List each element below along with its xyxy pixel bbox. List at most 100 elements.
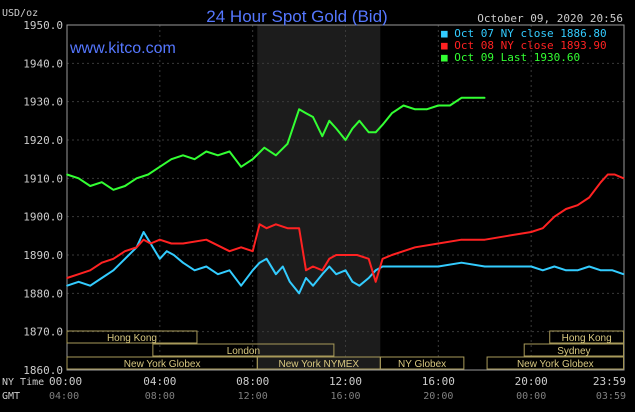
x-axis: 00:00 04:00 04:00 08:00 08:00 12:00 12:00 16:00…	[49, 375, 626, 402]
data-point	[588, 265, 590, 268]
data-point	[228, 250, 231, 252]
data-point	[374, 131, 377, 134]
data-point	[101, 181, 103, 183]
data-point	[149, 242, 152, 245]
session-label: New York NYMEX	[279, 359, 360, 370]
data-point	[367, 258, 370, 260]
ny-time-label: NY Time	[2, 377, 44, 388]
gmt-label: GMT	[2, 391, 20, 402]
series-lines	[66, 96, 625, 295]
data-point	[425, 108, 428, 111]
data-point	[437, 242, 440, 245]
data-point	[449, 104, 451, 107]
data-point	[402, 104, 405, 107]
data-point	[335, 273, 338, 275]
data-point	[240, 246, 242, 249]
data-point	[172, 254, 175, 256]
data-point	[275, 273, 277, 275]
y-tick-label: 1940.0	[23, 57, 63, 70]
x-tick-label-ny: 23:59	[593, 375, 626, 388]
data-point	[298, 227, 300, 229]
x-tick-label-ny: 04:00	[143, 375, 176, 388]
session-bar	[379, 356, 465, 370]
data-point	[193, 269, 196, 272]
data-point	[328, 265, 331, 268]
y-tick-label: 1870.0	[23, 326, 63, 339]
data-point	[460, 238, 463, 241]
data-point	[437, 104, 440, 107]
data-point	[606, 173, 609, 176]
y-axis: 1950.0 1940.0 1930.0 1920.0 1910.0 1900.0 1890…	[23, 19, 63, 377]
x-tick-label-gmt: 03:59	[596, 391, 626, 402]
data-point	[344, 269, 347, 272]
data-point	[217, 273, 219, 275]
data-point	[265, 258, 268, 260]
session-bar	[486, 356, 625, 370]
data-point	[541, 269, 544, 272]
data-point	[541, 227, 544, 229]
data-point	[483, 238, 486, 241]
data-point	[565, 269, 567, 272]
y-tick-label: 1890.0	[23, 249, 63, 262]
y-tick-label: 1920.0	[23, 134, 63, 147]
x-tick-label-gmt: 16:00	[330, 391, 360, 402]
data-point	[286, 143, 289, 145]
data-point	[170, 242, 173, 245]
plot-frame	[66, 24, 625, 371]
data-point	[479, 97, 481, 99]
data-point	[77, 281, 80, 283]
data-point	[374, 269, 377, 272]
data-point	[335, 127, 338, 130]
y-tick-label: 1930.0	[23, 96, 63, 109]
data-point	[460, 97, 463, 99]
session-bar	[66, 330, 198, 344]
data-point	[312, 284, 314, 287]
data-point	[112, 189, 115, 191]
x-tick-label-ny: 12:00	[329, 375, 362, 388]
data-point	[613, 173, 616, 176]
data-point	[298, 292, 300, 295]
data-point	[356, 254, 358, 256]
data-point	[460, 261, 463, 264]
data-point	[182, 154, 184, 157]
data-point	[391, 265, 393, 268]
y-tick-label: 1950.0	[23, 19, 63, 32]
data-point	[588, 196, 590, 199]
data-point	[321, 135, 324, 137]
data-point	[217, 154, 219, 157]
data-point	[381, 265, 384, 268]
data-point	[358, 120, 361, 122]
data-point	[124, 250, 126, 252]
data-point	[351, 127, 354, 130]
data-point	[553, 215, 556, 218]
data-point	[286, 227, 289, 229]
data-point	[576, 269, 579, 272]
legend-item-oct08: ■ Oct 08 NY close 1893.90	[441, 39, 607, 52]
session-label: NY Globex	[398, 359, 446, 370]
data-point	[142, 231, 145, 233]
data-point	[66, 284, 68, 287]
data-point	[414, 108, 416, 111]
x-tick-label-gmt: 12:00	[238, 391, 268, 402]
x-tick-label-ny: 16:00	[422, 375, 455, 388]
data-point	[77, 177, 80, 180]
data-point	[565, 208, 567, 210]
data-point	[89, 269, 92, 272]
data-point	[159, 238, 161, 241]
data-point	[344, 254, 347, 256]
data-point	[205, 150, 208, 153]
data-point	[101, 277, 103, 279]
data-point	[263, 146, 266, 149]
data-point	[275, 154, 277, 157]
data-point	[437, 265, 440, 268]
x-tick-label-ny: 08:00	[236, 375, 269, 388]
legend-item-oct07: ■ Oct 07 NY close 1886.80	[441, 27, 607, 40]
data-point	[289, 281, 291, 283]
data-point	[275, 223, 277, 226]
x-tick-label-gmt: 04:00	[49, 391, 79, 402]
data-point	[170, 158, 173, 160]
y-tick-label: 1910.0	[23, 172, 63, 185]
session-label: Sydney	[557, 346, 590, 357]
data-point	[576, 204, 579, 206]
